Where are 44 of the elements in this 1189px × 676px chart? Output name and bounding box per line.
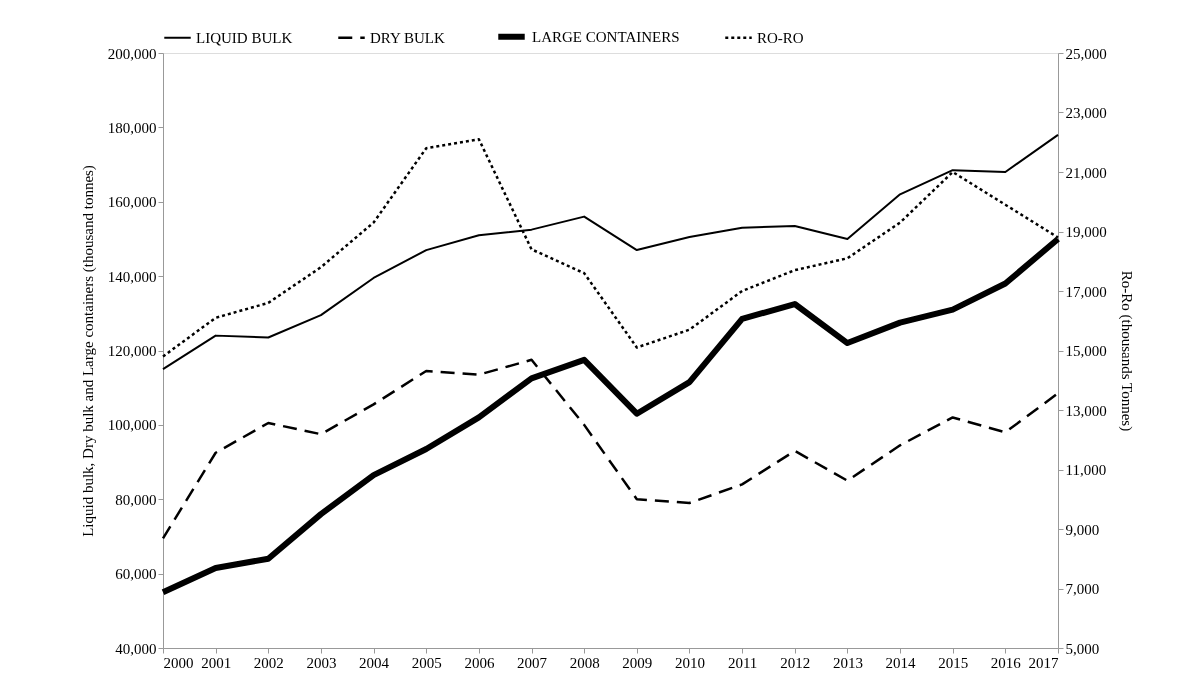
x-tick-label: 2001 bbox=[201, 654, 232, 671]
x-tick-label: 2011 bbox=[727, 654, 758, 671]
legend-label: DRY BULK bbox=[370, 29, 446, 46]
x-tick-label: 2005 bbox=[411, 654, 442, 671]
y2-tick-label: 15,000 bbox=[1065, 343, 1107, 359]
x-tick-label: 2002 bbox=[253, 654, 284, 671]
x-tick-label: 2004 bbox=[359, 654, 390, 671]
y2-tick-label: 19,000 bbox=[1065, 224, 1107, 240]
y2-tick-label: 21,000 bbox=[1065, 164, 1107, 181]
y2-tick-label: 5,000 bbox=[1065, 640, 1100, 657]
x-tick-label: 2015 bbox=[938, 654, 969, 671]
y-tick-label: 100,000 bbox=[107, 417, 157, 434]
x-tick-label: 2013 bbox=[832, 654, 863, 671]
y-tick-label: 160,000 bbox=[107, 194, 157, 211]
y2-tick-label: 13,000 bbox=[1065, 402, 1107, 419]
legend-label: LIQUID BULK bbox=[196, 29, 293, 46]
x-tick-label: 2003 bbox=[306, 654, 337, 671]
x-tick-label: 2012 bbox=[780, 654, 811, 671]
y2-tick-label: 11,000 bbox=[1065, 462, 1107, 478]
y-tick-label: 120,000 bbox=[107, 343, 157, 359]
x-tick-label: 2008 bbox=[569, 654, 600, 671]
legend-label: RO-RO bbox=[757, 29, 804, 46]
x-tick-label: 2010 bbox=[674, 654, 705, 671]
x-tick-label: 2016 bbox=[990, 654, 1022, 671]
y2-tick-label: 7,000 bbox=[1065, 581, 1100, 597]
x-tick-label: 2009 bbox=[622, 654, 653, 671]
y-axis-title: Liquid bulk, Dry bulk and Large containers (thousand tonnes) bbox=[79, 165, 97, 537]
y-tick-label: 200,000 bbox=[107, 45, 157, 62]
y-tick-label: 180,000 bbox=[107, 119, 157, 136]
y2-axis-title: Ro-Ro (thousands Tonnes) bbox=[1117, 270, 1135, 432]
y2-tick-label: 9,000 bbox=[1065, 521, 1100, 538]
x-tick-label: 2017 bbox=[1028, 654, 1059, 671]
y-tick-label: 140,000 bbox=[107, 268, 157, 285]
y2-tick-label: 17,000 bbox=[1065, 283, 1107, 300]
y2-tick-label: 23,000 bbox=[1065, 105, 1107, 121]
x-tick-label: 2007 bbox=[517, 654, 548, 671]
y-tick-label: 80,000 bbox=[115, 491, 157, 508]
y-tick-label: 60,000 bbox=[115, 566, 157, 583]
x-tick-label: 2000 bbox=[163, 654, 194, 671]
x-tick-label: 2014 bbox=[885, 654, 917, 671]
y2-tick-label: 25,000 bbox=[1065, 45, 1107, 62]
y-tick-label: 40,000 bbox=[115, 640, 157, 657]
x-tick-label: 2006 bbox=[464, 654, 495, 671]
legend-label: LARGE CONTAINERS bbox=[532, 28, 680, 45]
